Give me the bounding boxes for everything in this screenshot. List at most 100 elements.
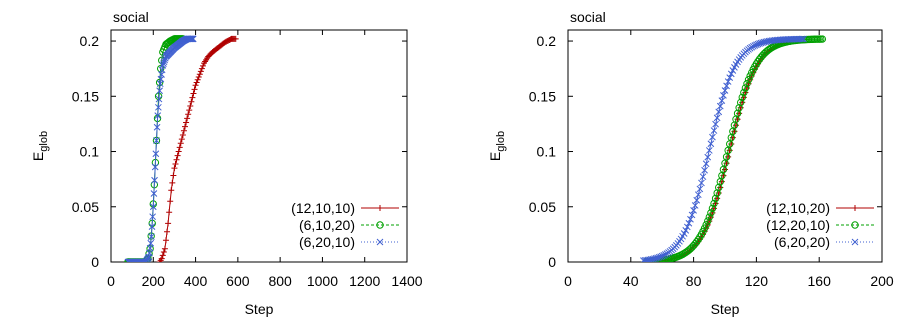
y-tick-label: 0.05: [529, 199, 556, 215]
data-point: [194, 76, 201, 83]
data-point: [197, 68, 204, 75]
x-tick-label: 80: [686, 273, 702, 289]
data-point: [191, 86, 198, 93]
data-point: [199, 62, 206, 69]
x-tick-label: 1200: [349, 273, 380, 289]
data-point: [176, 144, 183, 151]
data-point: [726, 74, 734, 81]
legend-marker: [851, 238, 859, 246]
data-point: [707, 140, 715, 148]
x-tick-label: 120: [745, 273, 769, 289]
legend: (12,10,20)(12,20,10)(6,20,20): [766, 200, 874, 250]
data-point: [182, 123, 188, 130]
legend-label: (6,10,20): [299, 217, 355, 233]
data-point: [690, 206, 697, 214]
data-point: [156, 87, 163, 95]
data-point: [166, 209, 173, 216]
data-point: [724, 78, 732, 85]
y-axis-label: Eglob: [30, 131, 50, 161]
data-point: [720, 92, 727, 99]
data-point: [153, 123, 161, 131]
plot-frame: [567, 29, 883, 263]
data-point: [170, 172, 177, 179]
data-point: [189, 94, 196, 101]
data-point: [165, 220, 172, 227]
series-line: [159, 38, 236, 262]
data-point: [718, 97, 726, 104]
x-tick-label: 0: [107, 273, 115, 289]
data-point: [193, 79, 200, 86]
data-point: [700, 224, 709, 232]
data-point: [159, 252, 166, 259]
data-point: [688, 211, 696, 219]
data-point: [198, 65, 205, 72]
data-point: [162, 237, 169, 244]
data-point: [184, 115, 191, 122]
data-point: [710, 199, 718, 208]
data-point: [179, 131, 186, 138]
data-point: [685, 219, 693, 227]
y-axis-label-main: E: [487, 152, 503, 161]
data-point: [721, 87, 729, 94]
data-point: [682, 226, 690, 234]
y-tick-label: 0.1: [80, 144, 100, 160]
data-point: [713, 114, 721, 122]
data-point: [738, 93, 746, 102]
data-point: [152, 150, 160, 158]
legend-label: (12,20,10): [766, 217, 830, 233]
x-axis-label: Step: [245, 301, 274, 317]
legend-marker: [376, 221, 384, 229]
data-point: [743, 79, 751, 88]
data-point: [232, 35, 239, 42]
chart-title: social: [113, 9, 149, 25]
data-point: [797, 35, 804, 43]
data-point: [172, 160, 179, 167]
x-tick-label: 400: [184, 273, 208, 289]
data-point: [737, 98, 745, 107]
y-tick-label: 0.15: [529, 88, 556, 104]
y-tick-label: 0.15: [72, 88, 99, 104]
data-point: [189, 35, 197, 43]
data-point: [696, 185, 704, 193]
data-point: [161, 245, 168, 252]
x-tick-label: 200: [870, 273, 894, 289]
data-point: [167, 198, 174, 205]
y-axis-label-main: E: [30, 152, 46, 161]
data-point: [694, 191, 702, 199]
data-point: [186, 107, 193, 114]
data-point: [150, 190, 158, 197]
data-point: [746, 72, 754, 80]
data-point: [161, 56, 169, 64]
series-line: [127, 38, 183, 262]
data-point: [155, 95, 163, 103]
x-tick-label: 1000: [307, 273, 338, 289]
y-tick-label: 0: [548, 254, 556, 270]
data-point: [149, 213, 157, 221]
data-point: [800, 35, 807, 43]
data-point: [683, 223, 691, 231]
data-point: [711, 194, 720, 203]
data-point: [147, 239, 155, 247]
data-point: [180, 127, 187, 134]
data-point: [702, 221, 710, 229]
legend: (12,10,10)(6,10,20)(6,20,10): [291, 200, 399, 250]
legend-label: (12,10,20): [766, 200, 830, 216]
y-tick-label: 0: [91, 254, 99, 270]
data-point: [716, 102, 724, 110]
data-point: [698, 179, 705, 187]
data-point: [151, 176, 158, 184]
data-point: [798, 35, 806, 43]
legend-marker: [851, 221, 859, 229]
data-point: [169, 179, 176, 186]
data-point: [148, 233, 155, 240]
data-point: [705, 147, 713, 154]
data-point: [741, 84, 750, 92]
data-point: [691, 202, 699, 209]
y-axis-label-sub: glob: [38, 131, 50, 152]
y-axis-label-sub: glob: [495, 131, 507, 152]
legend-marker: [377, 205, 383, 211]
legend-marker: [852, 205, 858, 211]
data-point: [190, 90, 197, 97]
